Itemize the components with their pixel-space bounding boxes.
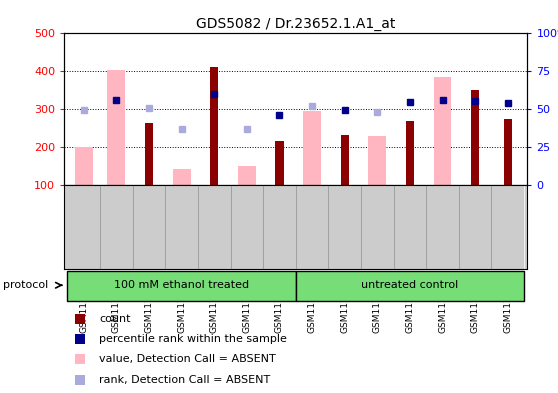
Bar	[406, 121, 414, 185]
Text: rank, Detection Call = ABSENT: rank, Detection Call = ABSENT	[99, 375, 270, 384]
Text: percentile rank within the sample: percentile rank within the sample	[99, 334, 287, 344]
Bar	[68, 271, 296, 301]
Bar	[238, 166, 256, 185]
Text: value, Detection Call = ABSENT: value, Detection Call = ABSENT	[99, 354, 276, 364]
Bar	[303, 111, 321, 185]
Text: count: count	[99, 314, 131, 324]
Text: 100 mM ethanol treated: 100 mM ethanol treated	[114, 280, 249, 290]
Bar	[210, 68, 218, 185]
Bar	[275, 141, 283, 185]
Bar	[107, 70, 126, 185]
Text: untreated control: untreated control	[361, 280, 459, 290]
Bar	[504, 119, 512, 185]
Bar	[296, 271, 524, 301]
Bar	[145, 123, 153, 185]
Bar	[471, 90, 479, 185]
Bar	[340, 135, 349, 185]
Text: protocol: protocol	[3, 280, 48, 290]
Bar	[434, 77, 451, 185]
Bar	[368, 136, 386, 185]
Title: GDS5082 / Dr.23652.1.A1_at: GDS5082 / Dr.23652.1.A1_at	[196, 17, 396, 31]
Bar	[172, 169, 190, 185]
Bar	[75, 147, 93, 185]
